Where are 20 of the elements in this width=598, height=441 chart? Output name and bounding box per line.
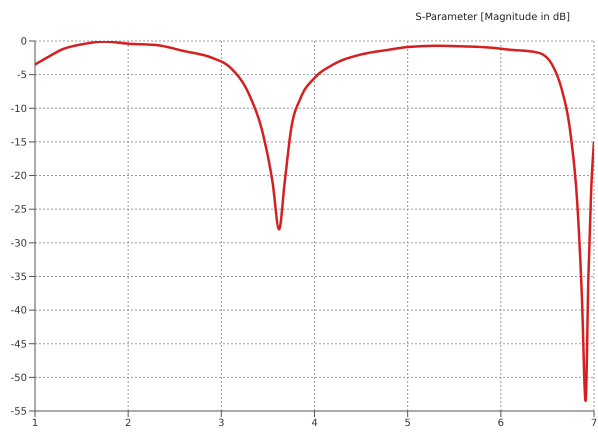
y-tick-label: -15 [10, 137, 27, 148]
y-tick-label: -55 [10, 406, 27, 418]
chart-title: S-Parameter [Magnitude in dB] [415, 12, 570, 23]
y-tick-label: -35 [10, 272, 27, 284]
x-tick-label: 1 [32, 418, 38, 430]
y-tick-label: -50 [10, 372, 27, 384]
y-tick-label: -5 [17, 70, 27, 82]
y-tick-label: -40 [10, 306, 27, 317]
x-tick-label: 3 [218, 418, 225, 430]
y-tick-label: -30 [10, 238, 27, 250]
x-tick-label: 6 [498, 418, 504, 430]
y-tick-label: -25 [10, 204, 27, 216]
x-tick-label: 2 [124, 418, 132, 430]
y-tick-label: 0 [20, 36, 27, 48]
x-tick-label: 7 [590, 418, 598, 430]
y-tick-label: -10 [10, 104, 27, 115]
y-tick-label: -45 [10, 339, 27, 350]
y-tick-label: -20 [10, 171, 27, 182]
x-tick-label: 4 [311, 418, 318, 430]
x-tick-label: 5 [404, 418, 411, 430]
